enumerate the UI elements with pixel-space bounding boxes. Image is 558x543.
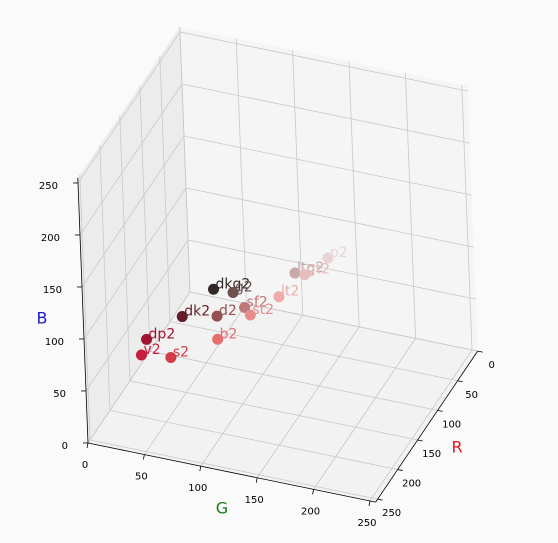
point-label: g2 xyxy=(235,279,253,295)
y-tick-label: 200 xyxy=(301,506,320,517)
grid-line xyxy=(77,31,181,184)
point-label: sf2 xyxy=(247,295,268,311)
grid-line xyxy=(85,239,189,392)
y-tick-label: 0 xyxy=(82,460,88,471)
grid-line xyxy=(99,145,111,411)
x-tick-label: 200 xyxy=(402,479,421,490)
grid-line xyxy=(185,187,474,248)
point xyxy=(176,311,188,323)
grid-line xyxy=(119,115,131,381)
grid-line xyxy=(181,83,470,144)
point-label: dk2 xyxy=(184,304,210,320)
tick-mark xyxy=(86,442,89,449)
grid-line xyxy=(369,349,473,502)
grid-line xyxy=(461,84,473,351)
y-tick-label: 50 xyxy=(135,472,148,483)
grid-line xyxy=(139,85,151,352)
grid-line xyxy=(89,439,378,500)
grid-line xyxy=(256,326,360,478)
point xyxy=(141,333,153,345)
grid-line xyxy=(348,61,360,327)
axis-line xyxy=(77,177,89,443)
x-tick-label: 150 xyxy=(422,449,441,460)
point-label: v2 xyxy=(143,342,160,358)
tick-mark xyxy=(143,454,145,460)
point xyxy=(289,267,301,279)
tick-mark xyxy=(368,500,371,507)
point xyxy=(165,351,177,363)
grid-line xyxy=(169,321,458,382)
grid-line xyxy=(144,303,247,455)
point-label: d2 xyxy=(219,303,237,319)
tick-mark xyxy=(437,409,443,412)
pane-floor xyxy=(88,292,478,503)
point-label: lt2 xyxy=(281,284,299,300)
grid-line xyxy=(313,338,416,490)
y-axis-title: G xyxy=(216,499,228,518)
grid-line xyxy=(149,350,438,411)
tick-mark xyxy=(477,350,483,353)
y-tick-label: 100 xyxy=(188,483,207,494)
y-tick-label: 150 xyxy=(245,495,264,506)
point xyxy=(135,349,147,361)
grid-line xyxy=(189,291,478,352)
x-tick-label: 0 xyxy=(488,360,494,371)
z-tick-label: 50 xyxy=(53,389,66,400)
point-label: st2 xyxy=(252,302,274,318)
tick-mark xyxy=(377,498,383,501)
grid-line xyxy=(405,73,416,339)
tick-mark xyxy=(457,380,463,383)
grid-line xyxy=(79,174,91,441)
point xyxy=(212,333,224,345)
grid-line xyxy=(87,291,191,444)
tick-mark xyxy=(255,477,258,483)
y-tick-label: 250 xyxy=(357,518,376,529)
grid-line xyxy=(159,56,171,322)
x-tick-label: 250 xyxy=(382,508,401,519)
grid-line xyxy=(179,31,468,92)
point xyxy=(227,286,239,298)
point xyxy=(322,252,334,264)
grid-line xyxy=(235,38,247,304)
pane-back xyxy=(179,26,478,352)
point xyxy=(211,310,223,322)
grid-line xyxy=(79,83,183,236)
tick-mark xyxy=(199,466,202,472)
point-label: b2 xyxy=(220,326,238,342)
axis-line xyxy=(87,442,376,503)
tick-mark xyxy=(417,439,423,442)
point xyxy=(208,283,220,295)
tick-mark xyxy=(312,489,314,495)
x-axis-title: R xyxy=(451,438,462,457)
z-tick-label: 0 xyxy=(62,441,68,452)
z-tick-label: 100 xyxy=(45,337,64,348)
z-tick-label: 200 xyxy=(41,233,60,244)
point-label: s2 xyxy=(173,344,189,360)
grid-line xyxy=(81,135,185,288)
grid-line xyxy=(83,187,187,340)
grid-line xyxy=(183,135,472,196)
x-tick-label: 100 xyxy=(442,419,461,430)
point-label: dp2 xyxy=(149,326,176,342)
axis-line xyxy=(375,350,478,503)
point-label: p2 xyxy=(330,245,348,261)
tick-mark xyxy=(397,469,403,471)
grid-line xyxy=(200,314,304,467)
point-label: dkg2 xyxy=(216,276,251,292)
z-axis-title: B xyxy=(37,309,48,328)
grid-line xyxy=(129,380,418,441)
pane-left xyxy=(77,26,190,443)
point xyxy=(239,302,251,314)
point-label: gt2 xyxy=(307,262,330,278)
point xyxy=(273,291,285,303)
x-tick-label: 50 xyxy=(465,390,478,401)
z-tick-label: 250 xyxy=(39,181,58,192)
grid-line xyxy=(187,239,476,300)
z-tick-label: 150 xyxy=(43,285,62,296)
grid-line xyxy=(109,410,398,470)
point xyxy=(244,309,256,321)
point xyxy=(299,269,311,281)
grid-line xyxy=(179,26,191,293)
